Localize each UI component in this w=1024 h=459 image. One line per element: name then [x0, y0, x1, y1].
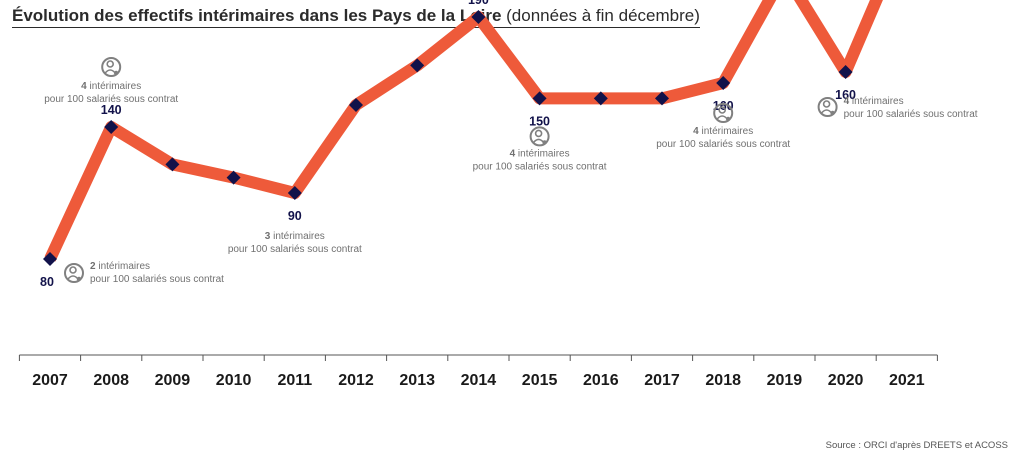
- annotation-2020: 4 intérimaires pour 100 salariés sous con…: [817, 96, 978, 120]
- x-tick-label: 2009: [155, 372, 191, 389]
- series-line-layer: [44, 0, 883, 262]
- annotation-line2: pour 100 salariés sous contrat: [473, 161, 607, 172]
- annotation-line2: pour 100 salariés sous contrat: [90, 274, 224, 285]
- x-tick-label: 2019: [767, 372, 803, 389]
- people-group-icon: [817, 97, 838, 117]
- annotation-line2: pour 100 salariés sous contrat: [44, 94, 178, 105]
- data-label: 190: [468, 0, 489, 7]
- annotation-2018: 4 intérimaires pour 100 salariés sous con…: [656, 103, 790, 150]
- annotation-value: 4: [81, 81, 87, 92]
- annotation-unit: intérimaires: [87, 81, 141, 92]
- x-tick-label: 2021: [889, 372, 925, 389]
- annotation-unit: intérimaires: [96, 261, 150, 272]
- annotation-line2: pour 100 salariés sous contrat: [656, 139, 790, 150]
- people-group-icon: [713, 103, 734, 123]
- data-point-marker: [349, 98, 363, 112]
- annotation-line1: 4 intérimaires: [81, 81, 141, 92]
- data-markers: [43, 10, 853, 266]
- data-label: 80: [40, 275, 54, 289]
- data-point-marker: [593, 91, 608, 106]
- chart-title: Évolution des effectifs intérimaires dan…: [12, 6, 700, 28]
- data-point-marker: [655, 91, 669, 106]
- data-labels: 8014090190150160210160230: [40, 0, 856, 289]
- x-tick-label: 2013: [399, 372, 435, 389]
- annotation-value: 4: [510, 148, 516, 159]
- x-tick-label: 2007: [32, 372, 68, 389]
- annotation-2011: 3 intérimaires pour 100 salariés sous con…: [228, 231, 362, 255]
- annotation-line1: 4 intérimaires: [693, 126, 753, 137]
- annotation-line2: pour 100 salariés sous contrat: [228, 244, 362, 255]
- data-point-marker: [104, 120, 119, 134]
- chart-title-subtitle: (données à fin décembre): [506, 6, 700, 25]
- data-label: 150: [529, 114, 550, 128]
- people-group-icon: [529, 126, 550, 147]
- chart-title-main: Évolution des effectifs intérimaires dan…: [12, 6, 502, 25]
- annotation-2015: 4 intérimaires pour 100 salariés sous con…: [473, 126, 607, 172]
- annotation-value: 2: [90, 261, 96, 272]
- annotation-unit: intérimaires: [849, 96, 903, 107]
- x-axis: 2007 2008 2009 2010 2011 2012 2013 2014 2015 2016…: [18, 354, 938, 389]
- annotation-unit: intérimaires: [270, 231, 324, 242]
- annotation-line1: 4 intérimaires: [510, 148, 570, 159]
- data-label: 140: [101, 103, 122, 117]
- annotation-value: 4: [844, 96, 850, 107]
- x-tick-label: 2017: [644, 372, 680, 389]
- source-note: Source : ORCI d'après DREETS et ACOSS: [825, 440, 1008, 451]
- data-point-marker: [410, 58, 425, 73]
- annotation-line1: 3 intérimaires: [265, 231, 325, 242]
- x-tick-label: 2015: [522, 372, 558, 389]
- data-point-marker: [471, 10, 486, 24]
- annotation-2008: 4 intérimaires pour 100 salariés sous con…: [44, 57, 178, 105]
- annotation-value: 3: [265, 231, 271, 242]
- annotation-value: 4: [693, 126, 699, 137]
- data-point-marker: [287, 186, 302, 200]
- x-tick-label: 2010: [216, 372, 252, 389]
- series-line: [44, 0, 883, 262]
- data-point-marker: [716, 76, 731, 90]
- data-label: 160: [713, 99, 734, 113]
- people-group-icon: [64, 263, 84, 283]
- annotation-unit: intérimaires: [699, 126, 753, 137]
- data-point-marker: [165, 157, 180, 172]
- people-group-icon: [101, 57, 122, 77]
- data-label: 90: [288, 209, 302, 223]
- data-label: 160: [835, 88, 856, 102]
- x-tick-label: 2012: [338, 372, 374, 389]
- annotation-unit: intérimaires: [515, 148, 569, 159]
- data-point-marker: [43, 252, 57, 266]
- x-tick-label: 2016: [583, 372, 619, 389]
- data-point-marker: [532, 91, 547, 106]
- data-point-marker: [838, 65, 853, 79]
- annotation-line1: 2 intérimaires: [90, 261, 150, 272]
- x-tick-label: 2011: [277, 372, 312, 389]
- data-point-marker: [226, 170, 241, 185]
- annotation-line2: pour 100 salariés sous contrat: [844, 109, 978, 120]
- x-tick-label: 2014: [461, 372, 497, 389]
- annotations: 2 intérimaires pour 100 salariés sous con…: [44, 57, 978, 285]
- x-tick-label: 2018: [705, 372, 741, 389]
- annotation-2007: 2 intérimaires pour 100 salariés sous con…: [64, 261, 224, 285]
- x-tick-label: 2020: [828, 372, 864, 389]
- annotation-line1: 4 intérimaires: [844, 96, 904, 107]
- x-tick-label: 2008: [93, 372, 129, 389]
